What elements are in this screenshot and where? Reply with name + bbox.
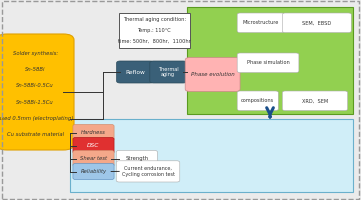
Text: Cu substrate material: Cu substrate material	[6, 132, 64, 137]
Text: Phase evolution: Phase evolution	[191, 72, 235, 77]
FancyBboxPatch shape	[116, 150, 157, 167]
FancyBboxPatch shape	[237, 91, 278, 111]
FancyBboxPatch shape	[150, 61, 187, 83]
Text: Sn-58Bi-1.5Cu: Sn-58Bi-1.5Cu	[16, 100, 54, 105]
FancyBboxPatch shape	[116, 161, 180, 182]
Text: Microstructure: Microstructure	[243, 20, 279, 25]
Text: Sn-58Bi-0.5Cu: Sn-58Bi-0.5Cu	[16, 83, 54, 88]
FancyBboxPatch shape	[237, 13, 284, 33]
Text: Sn-58Bi: Sn-58Bi	[25, 67, 45, 72]
Text: Current endurance,
Cycling corrosion test: Current endurance, Cycling corrosion tes…	[122, 166, 174, 177]
Text: Hardness: Hardness	[81, 130, 106, 135]
Text: Temp.: 110°C: Temp.: 110°C	[138, 28, 171, 33]
FancyBboxPatch shape	[73, 150, 114, 167]
Text: SEM,  EBSD: SEM, EBSD	[302, 20, 331, 25]
FancyBboxPatch shape	[73, 137, 114, 154]
Bar	[119, 13, 190, 48]
FancyBboxPatch shape	[117, 61, 153, 83]
FancyBboxPatch shape	[282, 13, 351, 33]
Text: compositions: compositions	[241, 98, 274, 103]
Text: DSC: DSC	[87, 143, 100, 148]
Text: used 0.5mm (electroplating): used 0.5mm (electroplating)	[0, 116, 73, 121]
Text: Phase simulation: Phase simulation	[247, 60, 290, 65]
Text: Reliability: Reliability	[81, 169, 106, 174]
Text: Thermal aging condition:: Thermal aging condition:	[123, 17, 186, 22]
FancyBboxPatch shape	[185, 58, 240, 91]
FancyBboxPatch shape	[282, 91, 348, 111]
Text: XRD,  SEM: XRD, SEM	[302, 98, 328, 103]
Text: Solder synthesis:: Solder synthesis:	[13, 51, 58, 56]
Text: Strength: Strength	[125, 156, 148, 161]
FancyBboxPatch shape	[73, 124, 114, 141]
Text: Reflow: Reflow	[125, 70, 145, 74]
FancyBboxPatch shape	[73, 163, 114, 180]
Text: time: 500hr,  800hr,  1100hr: time: 500hr, 800hr, 1100hr	[118, 39, 191, 44]
Bar	[70, 119, 353, 192]
Text: Thermal
aging: Thermal aging	[158, 67, 179, 77]
Bar	[187, 7, 353, 114]
FancyBboxPatch shape	[0, 34, 74, 150]
FancyBboxPatch shape	[237, 53, 299, 73]
Text: Shear test: Shear test	[80, 156, 107, 161]
